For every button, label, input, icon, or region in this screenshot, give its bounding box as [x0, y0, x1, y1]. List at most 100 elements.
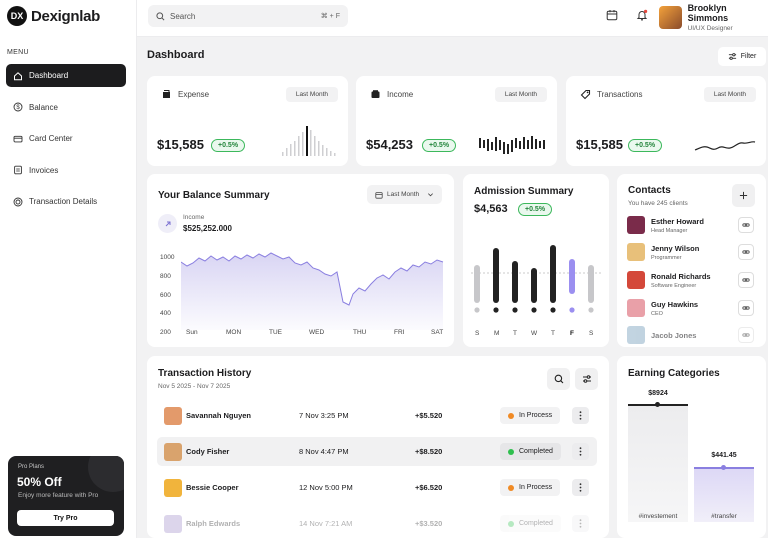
admission-value: $4,563 — [474, 203, 508, 215]
sliders-icon — [582, 375, 591, 383]
x-tick: TUE — [269, 329, 282, 336]
sidebar-nav: Dashboard $ Balance Card Center Invoices… — [6, 64, 126, 222]
bar-label: #transfer — [711, 513, 737, 520]
avatar — [164, 514, 182, 533]
search-button[interactable] — [547, 368, 570, 390]
day-tick: T — [513, 330, 517, 337]
transaction-history-card: Transaction History Nov 5 2025 - Nov 7 2… — [147, 356, 609, 538]
tx-amount: +$5.520 — [415, 411, 443, 420]
filter-button[interactable] — [575, 368, 598, 390]
stat-value: $15,585 — [576, 137, 623, 152]
stat-value: $54,253 — [366, 137, 413, 152]
stat-card-transactions: Transactions Last Month $15,585 +0.5% — [566, 76, 766, 166]
change-badge: +0.5% — [211, 139, 246, 152]
sidebar-item-balance[interactable]: $ Balance — [6, 96, 126, 119]
bell-icon[interactable] — [636, 9, 648, 21]
sidebar-item-dashboard[interactable]: Dashboard — [6, 64, 126, 87]
y-tick: 600 — [160, 292, 171, 299]
sidebar-item-transaction-details[interactable]: Transaction Details — [6, 190, 126, 213]
bar-marker — [655, 402, 660, 407]
table-row[interactable]: Cody Fisher 8 Nov 4:47 PM +$8.520 Comple… — [157, 437, 597, 466]
target-icon — [13, 197, 23, 206]
contact-item[interactable]: Jenny Wilson Programmer — [627, 243, 754, 261]
contact-item[interactable]: Jacob Jones — [627, 326, 754, 344]
x-tick: WED — [309, 329, 325, 336]
add-contact-button[interactable] — [732, 184, 755, 207]
brand-logo[interactable]: DX Dexignlab — [7, 6, 100, 26]
contact-role: Software Engineer — [651, 282, 697, 289]
more-button[interactable] — [572, 443, 589, 460]
change-badge: +0.5% — [422, 139, 457, 152]
wallet-icon — [163, 90, 170, 98]
x-tick: Sun — [186, 329, 198, 336]
more-button[interactable] — [572, 407, 589, 424]
more-button[interactable] — [572, 479, 589, 496]
table-row[interactable]: Savannah Nguyen 7 Nov 3:25 PM +$5.520 In… — [157, 401, 597, 430]
y-tick: 400 — [160, 310, 171, 317]
x-tick: SAT — [431, 329, 444, 336]
more-vertical-icon — [579, 411, 582, 420]
tx-date: 14 Nov 7:21 AM — [299, 519, 353, 528]
user-profile[interactable]: Brooklyn Simmons UI/UX Designer — [659, 3, 768, 32]
link-icon — [742, 223, 750, 227]
table-row[interactable]: Bessie Cooper 12 Nov 5:00 PM +$6.520 In … — [157, 473, 597, 502]
period-select[interactable]: Last Month — [703, 87, 756, 102]
calendar-icon[interactable] — [606, 9, 618, 21]
stat-card-income: Income Last Month $54,253 +0.5% — [356, 76, 557, 166]
balance-summary-card: Your Balance Summary Last Month Income $… — [147, 174, 454, 347]
link-button[interactable] — [738, 217, 754, 233]
contact-name: Guy Hawkins — [651, 299, 699, 309]
home-icon — [14, 71, 22, 80]
stat-value: $15,585 — [157, 137, 204, 152]
contact-item[interactable]: Ronald Richards Software Engineer — [627, 271, 754, 289]
link-icon — [742, 278, 750, 282]
promo-headline: 50% Off — [17, 475, 62, 489]
period-label: Last Month — [387, 191, 420, 198]
sidebar-item-card-center[interactable]: Card Center — [6, 127, 126, 150]
tx-date: 12 Nov 5:00 PM — [299, 483, 353, 492]
sliders-icon — [728, 53, 736, 60]
avatar — [627, 216, 645, 234]
tx-date: 8 Nov 4:47 PM — [299, 447, 349, 456]
status-badge: Completed — [500, 515, 561, 532]
bar-label: #investement — [638, 513, 678, 520]
contact-item[interactable]: Guy Hawkins CEO — [627, 299, 754, 317]
period-select[interactable]: Last Month — [285, 87, 338, 102]
link-button[interactable] — [738, 300, 754, 316]
tx-amount: +$3.520 — [415, 519, 443, 528]
pro-promo-card: Pro Plans 50% Off Enjoy more feature wit… — [8, 456, 124, 536]
search-input[interactable] — [170, 11, 316, 21]
bar-transfer — [694, 467, 754, 522]
contact-item[interactable]: Esther Howard Head Manager — [627, 216, 754, 234]
admission-summary-card: Admission Summary $4,563 +0.5% S M T W T… — [463, 174, 609, 347]
period-select[interactable]: Last Month — [494, 87, 547, 102]
status-label: In Process — [519, 484, 553, 491]
income-label: Income — [183, 214, 205, 221]
dollar-icon: $ — [13, 102, 23, 112]
try-pro-button[interactable]: Try Pro — [17, 510, 114, 526]
link-button[interactable] — [738, 327, 754, 343]
period-dropdown[interactable]: Last Month — [367, 185, 442, 204]
link-button[interactable] — [738, 272, 754, 288]
avatar — [627, 326, 645, 344]
avatar — [627, 299, 645, 317]
table-row[interactable]: Ralph Edwards 14 Nov 7:21 AM +$3.520 Com… — [157, 509, 597, 538]
more-button[interactable] — [572, 515, 589, 532]
wallet-icon — [371, 90, 380, 98]
stat-title: Transactions — [597, 90, 643, 99]
link-button[interactable] — [738, 244, 754, 260]
status-label: Completed — [519, 448, 553, 455]
filter-button[interactable]: Filter — [718, 47, 766, 66]
page-title: Dashboard — [147, 49, 205, 61]
search-shortcut: ⌘ + F — [320, 13, 340, 20]
tx-date: 7 Nov 3:25 PM — [299, 411, 349, 420]
search-icon — [156, 11, 165, 20]
y-tick: 200 — [160, 329, 171, 336]
sidebar-item-invoices[interactable]: Invoices — [6, 159, 126, 182]
status-dot — [508, 520, 514, 527]
income-sparkline — [479, 136, 545, 154]
avatar — [164, 406, 182, 425]
tx-amount: +$6.520 — [415, 483, 443, 492]
more-vertical-icon — [579, 447, 582, 456]
search-box[interactable]: ⌘ + F — [148, 5, 348, 27]
